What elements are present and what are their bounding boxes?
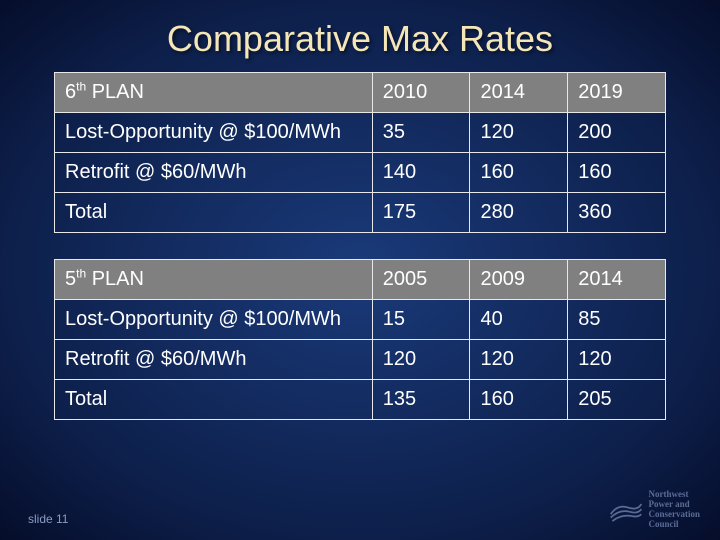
cell-value: 135 — [372, 380, 470, 420]
year-header: 2014 — [568, 260, 666, 300]
table-row: Total 135 160 205 — [55, 380, 666, 420]
year-header: 2019 — [568, 73, 666, 113]
cell-value: 85 — [568, 300, 666, 340]
table-header-row: 5th PLAN 2005 2009 2014 — [55, 260, 666, 300]
cell-value: 160 — [470, 380, 568, 420]
table-row: Retrofit @ $60/MWh 140 160 160 — [55, 153, 666, 193]
cell-value: 205 — [568, 380, 666, 420]
table-row: Lost-Opportunity @ $100/MWh 15 40 85 — [55, 300, 666, 340]
cell-value: 160 — [470, 153, 568, 193]
cell-value: 360 — [568, 193, 666, 233]
table-row: Retrofit @ $60/MWh 120 120 120 — [55, 340, 666, 380]
table-header-row: 6th PLAN 2010 2014 2019 — [55, 73, 666, 113]
plan-label-cell: 6th PLAN — [55, 73, 373, 113]
table-5th-plan: 5th PLAN 2005 2009 2014 Lost-Opportunity… — [54, 259, 666, 420]
cell-value: 15 — [372, 300, 470, 340]
cell-value: 120 — [568, 340, 666, 380]
cell-value: 160 — [568, 153, 666, 193]
row-label: Total — [55, 380, 373, 420]
row-label: Retrofit @ $60/MWh — [55, 153, 373, 193]
cell-value: 120 — [372, 340, 470, 380]
cell-value: 120 — [470, 113, 568, 153]
row-label: Lost-Opportunity @ $100/MWh — [55, 113, 373, 153]
slide-number: slide 11 — [28, 512, 68, 526]
row-label: Total — [55, 193, 373, 233]
slide-title: Comparative Max Rates — [0, 0, 720, 72]
year-header: 2010 — [372, 73, 470, 113]
cell-value: 175 — [372, 193, 470, 233]
table-row: Total 175 280 360 — [55, 193, 666, 233]
cell-value: 120 — [470, 340, 568, 380]
tables-container: 6th PLAN 2010 2014 2019 Lost-Opportunity… — [0, 72, 720, 420]
row-label: Retrofit @ $60/MWh — [55, 340, 373, 380]
cell-value: 35 — [372, 113, 470, 153]
footer-logo: Northwest Power and Conservation Council — [609, 490, 701, 530]
footer-org-name: Northwest Power and Conservation Council — [649, 490, 701, 530]
logo-swirl-icon — [609, 496, 643, 524]
year-header: 2014 — [470, 73, 568, 113]
cell-value: 200 — [568, 113, 666, 153]
table-row: Lost-Opportunity @ $100/MWh 35 120 200 — [55, 113, 666, 153]
cell-value: 280 — [470, 193, 568, 233]
year-header: 2005 — [372, 260, 470, 300]
row-label: Lost-Opportunity @ $100/MWh — [55, 300, 373, 340]
year-header: 2009 — [470, 260, 568, 300]
table-6th-plan: 6th PLAN 2010 2014 2019 Lost-Opportunity… — [54, 72, 666, 233]
cell-value: 140 — [372, 153, 470, 193]
cell-value: 40 — [470, 300, 568, 340]
plan-label-cell: 5th PLAN — [55, 260, 373, 300]
